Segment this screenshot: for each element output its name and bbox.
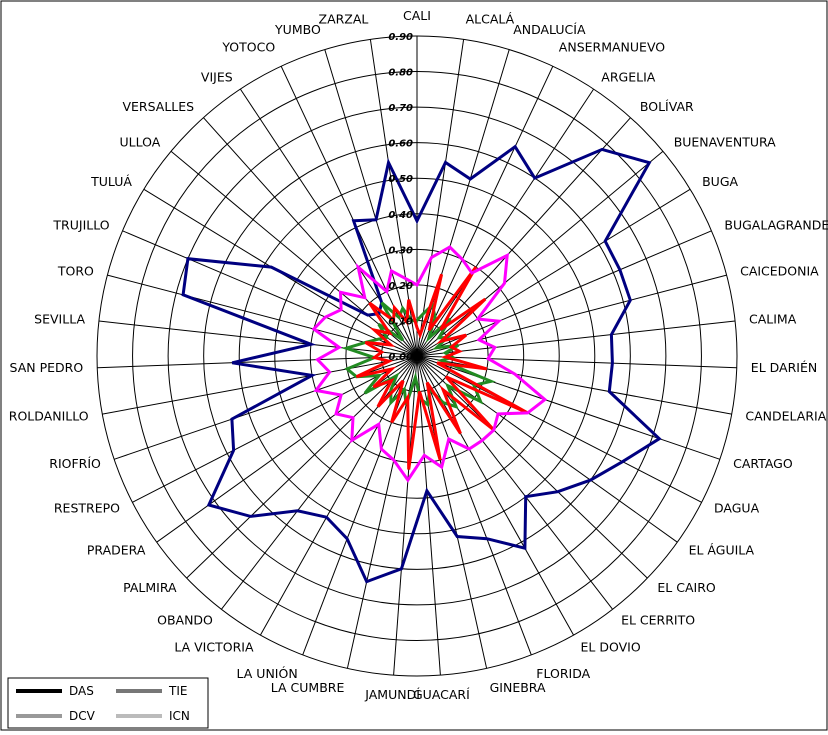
tick-label: 0.90 [388,32,413,43]
category-label: PRADERA [87,542,146,557]
grid-spoke [203,117,418,357]
category-label: ULLOA [119,134,160,149]
category-label: EL DARIÉN [751,360,817,375]
category-label: BUGALAGRANDE [724,217,828,232]
radial-tick-labels: 0.00 0.10 0.20 0.30 0.40 0.50 0.60 0.70 0.80 0.90 [388,32,413,363]
category-label: CALI [403,8,431,23]
grid-spoke [170,150,418,357]
grid-spoke [416,355,737,369]
category-label: BUGA [702,174,738,189]
category-label: OBANDO [157,612,213,627]
category-label: SEVILLA [34,312,85,327]
category-label: JAMUNDÍ [364,687,420,702]
series-dcv-line [355,266,529,470]
category-label: EL DOVIO [581,639,641,654]
category-label: PALMIRA [123,580,177,595]
category-label: EL ÁGUILA [689,542,755,557]
category-label: VIJES [201,69,233,84]
series-icn-line [311,245,548,483]
category-label: EL CAIRO [657,580,715,595]
tick-label: 0.30 [388,245,413,256]
category-label: CAICEDONIA [740,264,819,279]
grid-spoke [416,188,691,357]
category-label: GUACARÍ [413,687,470,702]
category-label: ANSERMANUEVO [559,40,665,55]
category-label: DAGUA [714,501,760,516]
series-das-line [181,144,662,584]
grid-spoke [416,39,465,357]
category-label: LA CUMBRE [271,680,345,695]
grid-spoke [186,355,418,579]
grid-spoke [393,355,418,676]
grid-spoke [416,355,678,543]
category-label: TULUÁ [90,174,132,189]
grid-spoke [98,320,418,357]
grid-spoke [416,355,532,656]
tick-label: 0.50 [388,174,413,185]
category-label: EL CERRITO [621,612,695,627]
category-label: ZARZAL [319,12,369,27]
grid-spoke [416,355,721,460]
tick-label: 0.40 [388,210,413,221]
category-label: GINEBRA [490,680,546,695]
category-label: CALIMA [749,312,797,327]
category-label: CANDELARIA [745,409,826,424]
category-label: FLORIDA [536,666,590,681]
grid-spoke [416,355,488,669]
legend: DAS TIE DCV ICN [7,677,209,729]
legend-label-icn: ICN [169,709,190,723]
tick-label: 0.10 [388,316,413,327]
category-label: ANDALUCÍA [513,22,586,37]
category-label: RESTREPO [54,501,120,516]
grid-spoke [416,320,736,357]
category-label: ROLDANILLO [9,409,89,424]
grid-spoke [416,274,727,357]
tick-label: 0.80 [388,68,413,79]
tick-label: 0.00 [388,352,413,363]
category-label: TORO [57,264,94,279]
grid-spoke [416,355,702,503]
grid-spoke [97,355,418,369]
tick-label: 0.20 [388,281,413,292]
grid-spoke [416,355,613,610]
category-label: SAN PEDRO [10,360,84,375]
grid-spoke [302,355,418,656]
grid-spoke [416,355,648,579]
category-label: YOTOCO [221,40,275,55]
grid-spoke [416,88,595,357]
grid-spoke [122,230,418,357]
grid-spoke [102,355,418,415]
grid-spoke [416,117,631,357]
grid-spoke [346,355,418,669]
tick-label: 0.60 [388,139,413,150]
category-label: BUENAVENTURA [674,134,776,149]
category-label: BOLÍVAR [640,99,694,114]
category-label: ALCALÁ [466,12,515,27]
grid-spoke [132,355,418,503]
legend-label-dcv: DCV [69,709,96,723]
grid-spoke [416,150,664,357]
grid-spoke [416,355,441,676]
category-label: YUMBO [274,22,321,37]
legend-label-tie: TIE [168,684,187,698]
grid-spoke [416,66,554,357]
category-label: RIOFRÍO [49,456,101,471]
series-lines [181,144,662,584]
category-label: LA VICTORIA [174,639,254,654]
category-label: TRUJILLO [52,217,109,232]
category-label: ARGELIA [601,69,655,84]
category-label: LA UNIÓN [237,666,298,681]
legend-box [7,677,209,729]
category-label: VERSALLES [122,99,194,114]
category-label: CARTAGO [733,456,793,471]
legend-label-das: DAS [69,684,94,698]
grid-spoke [324,49,418,357]
tick-label: 0.70 [388,103,413,114]
